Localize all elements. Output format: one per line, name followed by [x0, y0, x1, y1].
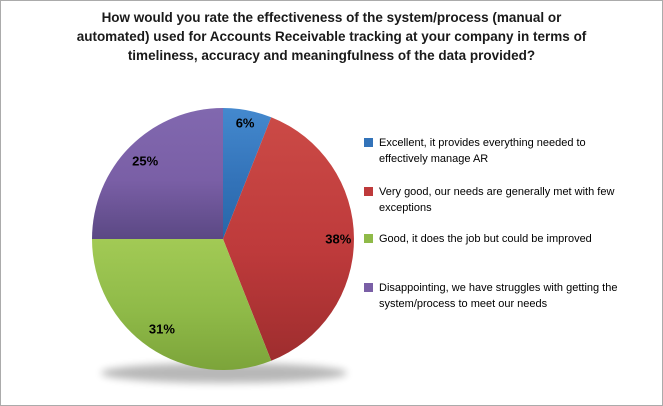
chart-title-line-1: How would you rate the effectiveness of …: [101, 10, 562, 25]
legend-label-excellent: Excellent, it provides everything needed…: [379, 137, 586, 165]
pie-shadow: [101, 363, 347, 383]
chart-title-line-2: automated) used for Accounts Receivable …: [76, 29, 587, 44]
legend-item-excellent: Excellent, it provides everything needed…: [364, 135, 660, 167]
pie-data-label-disappointing: 25%: [132, 154, 158, 169]
pie-slice-disappointing: [92, 108, 223, 239]
pie-slice-very-good: [223, 117, 354, 361]
legend-swatch-excellent: [364, 138, 373, 147]
pie-data-label-very-good: 38%: [325, 232, 351, 247]
legend-item-disappointing: Disappointing, we have struggles with ge…: [364, 280, 660, 312]
legend-label-disappointing: Disappointing, we have struggles with ge…: [379, 282, 618, 310]
chart-title: How would you rate the effectiveness of …: [1, 8, 662, 65]
pie-slice-good: [92, 239, 272, 370]
chart-legend: Excellent, it provides everything needed…: [364, 135, 660, 312]
legend-swatch-disappointing: [364, 283, 373, 292]
legend-swatch-good: [364, 234, 373, 243]
legend-label-very-good: Very good, our needs are generally met w…: [379, 186, 615, 214]
legend-item-very-good: Very good, our needs are generally met w…: [364, 184, 660, 216]
legend-label-good: Good, it does the job but could be impro…: [379, 233, 592, 245]
chart-title-line-3: timeliness, accuracy and meaningfulness …: [127, 48, 536, 63]
pie-slice-excellent: [223, 108, 272, 239]
legend-swatch-very-good: [364, 187, 373, 196]
legend-item-good: Good, it does the job but could be impro…: [364, 231, 660, 247]
pie-data-label-excellent: 6%: [236, 116, 255, 131]
pie-data-label-good: 31%: [149, 321, 175, 336]
